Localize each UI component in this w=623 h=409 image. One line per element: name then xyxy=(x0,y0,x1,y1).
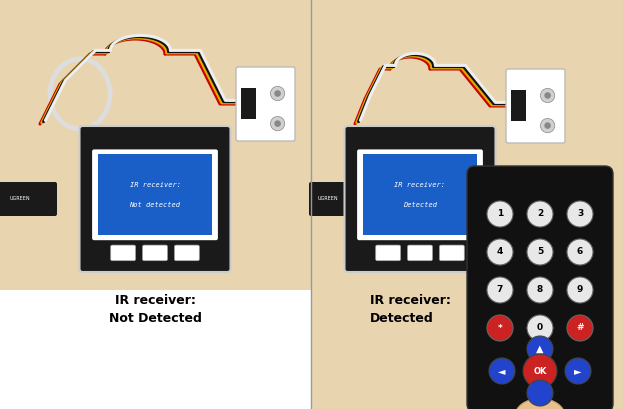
Circle shape xyxy=(523,354,557,388)
FancyBboxPatch shape xyxy=(111,245,135,261)
FancyBboxPatch shape xyxy=(467,166,613,409)
Circle shape xyxy=(274,120,281,127)
Text: IR receiver:: IR receiver: xyxy=(130,182,181,188)
Text: 8: 8 xyxy=(537,285,543,294)
Text: 7: 7 xyxy=(497,285,503,294)
Text: IR receiver:: IR receiver: xyxy=(394,182,445,188)
Circle shape xyxy=(487,315,513,341)
FancyBboxPatch shape xyxy=(407,245,432,261)
Circle shape xyxy=(567,315,593,341)
Text: Not Detected: Not Detected xyxy=(108,312,201,326)
Bar xyxy=(0,290,311,409)
Text: 4: 4 xyxy=(497,247,503,256)
Text: Detected: Detected xyxy=(370,312,434,326)
FancyBboxPatch shape xyxy=(92,149,218,240)
Bar xyxy=(363,154,477,236)
Text: UGREEN: UGREEN xyxy=(318,196,339,202)
Text: Not detected: Not detected xyxy=(130,202,181,207)
Text: 0: 0 xyxy=(537,324,543,333)
FancyBboxPatch shape xyxy=(439,245,464,261)
Text: IR receiver:: IR receiver: xyxy=(115,294,196,308)
FancyBboxPatch shape xyxy=(357,149,483,240)
FancyBboxPatch shape xyxy=(506,69,565,143)
Text: *: * xyxy=(498,324,502,333)
Text: 9: 9 xyxy=(577,285,583,294)
FancyBboxPatch shape xyxy=(345,126,495,272)
Circle shape xyxy=(527,277,553,303)
Text: 1: 1 xyxy=(497,209,503,218)
Circle shape xyxy=(270,86,285,101)
FancyBboxPatch shape xyxy=(143,245,168,261)
Circle shape xyxy=(487,201,513,227)
Circle shape xyxy=(527,380,553,406)
FancyBboxPatch shape xyxy=(376,245,401,261)
Text: ▲: ▲ xyxy=(536,344,544,354)
FancyBboxPatch shape xyxy=(309,182,368,216)
Circle shape xyxy=(487,239,513,265)
FancyBboxPatch shape xyxy=(174,245,199,261)
Circle shape xyxy=(274,90,281,97)
Circle shape xyxy=(527,315,553,341)
Text: UGREEN: UGREEN xyxy=(10,196,31,202)
Circle shape xyxy=(545,92,551,99)
Bar xyxy=(240,88,256,119)
Circle shape xyxy=(527,239,553,265)
Bar xyxy=(98,154,212,236)
Circle shape xyxy=(489,358,515,384)
Text: #: # xyxy=(576,324,584,333)
Text: Detected: Detected xyxy=(403,202,437,207)
FancyBboxPatch shape xyxy=(0,182,57,216)
Circle shape xyxy=(567,201,593,227)
Circle shape xyxy=(565,358,591,384)
FancyBboxPatch shape xyxy=(80,126,231,272)
Bar xyxy=(511,90,526,121)
Ellipse shape xyxy=(515,398,565,409)
Circle shape xyxy=(270,117,285,131)
Circle shape xyxy=(540,88,554,103)
Circle shape xyxy=(487,277,513,303)
Text: ◄: ◄ xyxy=(498,366,506,376)
Circle shape xyxy=(545,122,551,129)
FancyBboxPatch shape xyxy=(236,67,295,141)
Bar xyxy=(0,0,311,290)
Circle shape xyxy=(540,119,554,133)
Text: 3: 3 xyxy=(577,209,583,218)
Circle shape xyxy=(527,201,553,227)
Text: 2: 2 xyxy=(537,209,543,218)
Bar xyxy=(311,0,623,409)
Text: OK: OK xyxy=(533,366,547,375)
Circle shape xyxy=(527,336,553,362)
Circle shape xyxy=(567,277,593,303)
Text: ►: ► xyxy=(574,366,582,376)
Text: IR receiver:: IR receiver: xyxy=(370,294,451,308)
Text: 6: 6 xyxy=(577,247,583,256)
Text: 5: 5 xyxy=(537,247,543,256)
Circle shape xyxy=(567,239,593,265)
